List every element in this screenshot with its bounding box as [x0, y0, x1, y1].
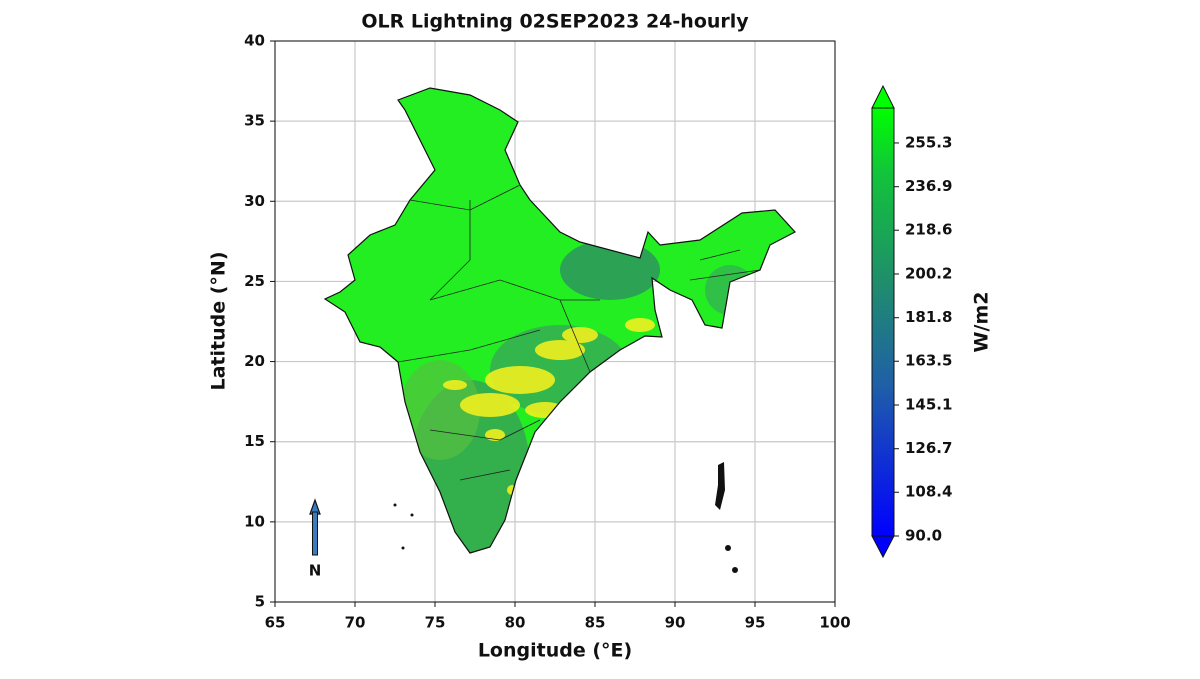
- lightning: [460, 393, 520, 417]
- x-tick-label: 100: [819, 614, 850, 632]
- y-tick-label: 20: [244, 352, 265, 370]
- lightning: [485, 429, 505, 441]
- x-tick-label: 80: [505, 614, 526, 632]
- colorbar-tick-label: 181.8: [905, 308, 952, 326]
- y-axis-label: Latitude (°N): [208, 251, 230, 390]
- y-tick-label: 35: [244, 112, 265, 130]
- lightning: [535, 340, 585, 360]
- colorbar-tick-label: 200.2: [905, 264, 952, 282]
- islands: [393, 462, 738, 573]
- y-tick-label: 10: [244, 512, 265, 530]
- colorbar-tick-label: 163.5: [905, 352, 952, 370]
- axes: 65 70 75 80 85 90 95 100 5 10 15 20 25 30 35 40: [244, 32, 851, 632]
- lightning: [485, 366, 555, 394]
- colorbar-bar: [871, 107, 895, 537]
- lightning: [562, 327, 598, 343]
- colorbar-tick-label: 108.4: [905, 483, 952, 501]
- y-tick-label: 15: [244, 432, 265, 450]
- colorbar-tick-label: 90.0: [905, 527, 942, 545]
- lightning: [625, 318, 655, 332]
- y-tick-label: 40: [244, 32, 265, 50]
- colorbar-extend-min: [871, 535, 895, 559]
- lightning: [525, 402, 565, 418]
- x-tick-label: 70: [345, 614, 366, 632]
- x-tick-label: 65: [265, 614, 286, 632]
- lightning: [443, 380, 467, 390]
- y-tick-label: 30: [244, 192, 265, 210]
- north-label: N: [309, 562, 322, 580]
- y-tick-label: 25: [244, 272, 265, 290]
- colorbar-tick-label: 145.1: [905, 395, 952, 413]
- y-tick-label: 5: [255, 593, 265, 611]
- colorbar-tick-label: 255.3: [905, 133, 952, 151]
- land-fill: [325, 88, 795, 553]
- olr-patch: [560, 240, 660, 300]
- colorbar: 90.0 108.4 126.7 145.1 163.5 181.8 200.2 218.6 2…: [871, 84, 952, 559]
- country-border: [323, 87, 796, 554]
- plot-frame: [274, 40, 836, 603]
- lightning-cluster: [443, 318, 655, 495]
- colorbar-label: W/m2: [971, 292, 993, 353]
- x-tick-label: 95: [745, 614, 766, 632]
- india-map: [325, 88, 795, 553]
- colorbar-tick-label: 236.9: [905, 177, 952, 195]
- x-tick-label: 85: [585, 614, 606, 632]
- colorbar-tick-label: 218.6: [905, 221, 952, 239]
- north-arrow-shaft: [312, 511, 318, 556]
- x-tick-label: 90: [665, 614, 686, 632]
- state-borders: [397, 184, 761, 481]
- x-axis-label: Longitude (°E): [478, 640, 632, 662]
- x-tick-label: 75: [425, 614, 446, 632]
- colorbar-tick-label: 126.7: [905, 439, 952, 457]
- colorbar-extend-max: [871, 84, 895, 109]
- chart-title: OLR Lightning 02SEP2023 24-hourly: [361, 11, 749, 33]
- olr-patch: [705, 265, 755, 315]
